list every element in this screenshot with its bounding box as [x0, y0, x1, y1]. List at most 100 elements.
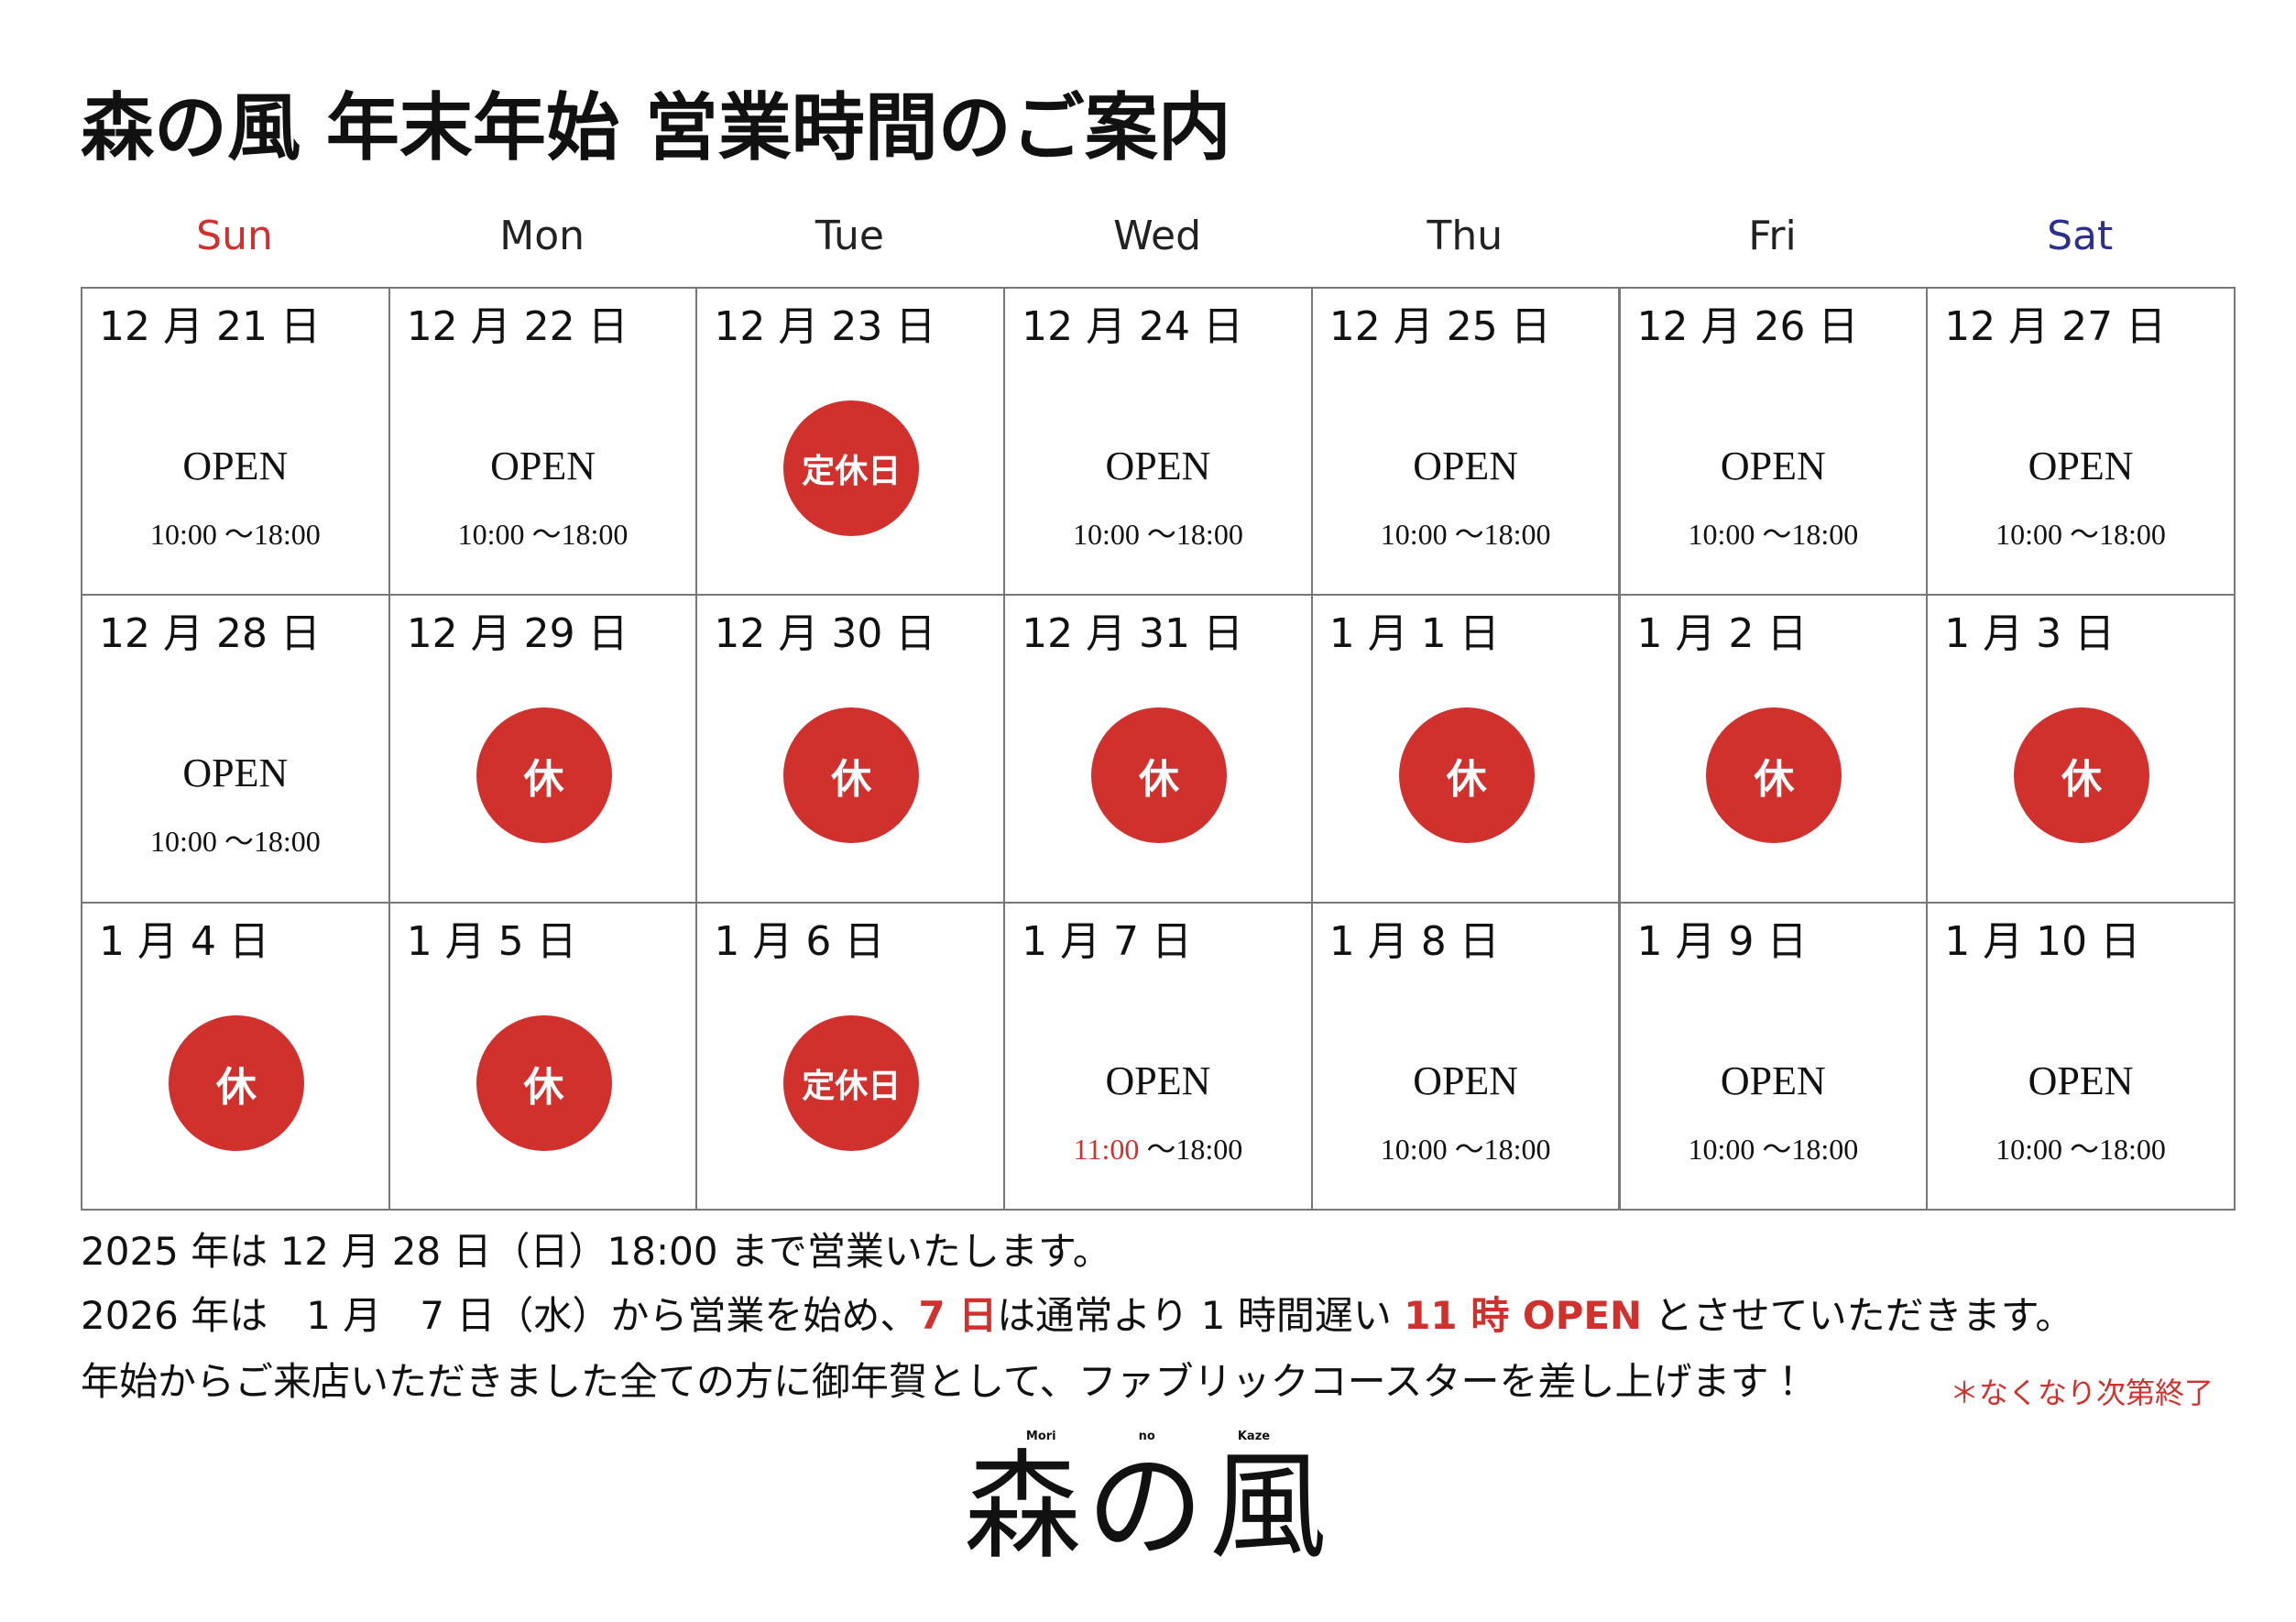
date: 1 月 2 日 — [1636, 610, 1808, 658]
hours-close: ～18:00 — [1454, 1132, 1551, 1166]
status-open: OPEN — [1413, 1058, 1519, 1103]
weekday: Wed — [1113, 213, 1202, 259]
note-aside: ＊なくなり次第終了 — [1950, 1375, 2214, 1410]
date: 1 月 9 日 — [1636, 917, 1808, 965]
hours: 10:00 ～18:00 — [82, 827, 388, 856]
closed-badge: 休 — [783, 707, 920, 844]
hours-close: ～18:00 — [2070, 518, 2166, 551]
hours-close: ～18:00 — [1146, 518, 1243, 551]
note: 年始からご来店いただきました全ての方に御年賀として、ファブリックコースターを差し… — [81, 1363, 1808, 1401]
closed-badge: 定休日 — [783, 1014, 920, 1151]
title: 森の風 年末年始 営業時間のご案内 — [81, 85, 1231, 170]
hours-open: 10:00 — [149, 518, 217, 551]
day-cell: 1 月 9 日 OPEN 10:00 ～18:00 — [1618, 901, 1929, 1211]
status-open: OPEN — [1105, 444, 1211, 488]
hours-open: 10:00 — [1380, 1132, 1448, 1166]
date: 12 月 26 日 — [1636, 303, 1859, 350]
day-cell: 1 月 6 日定休日 — [695, 901, 1006, 1211]
hours-open: 10:00 — [149, 825, 217, 859]
day-cell: 12 月 31 日休 — [1003, 594, 1313, 904]
romaji: no — [1138, 1430, 1155, 1443]
note-text: 11 時 OPEN — [1404, 1293, 1643, 1338]
date: 1 月 7 日 — [1022, 917, 1193, 965]
hours-close: ～18:00 — [1762, 518, 1859, 551]
date: 12 月 22 日 — [406, 303, 629, 350]
hours: 10:00 ～18:00 — [1313, 1134, 1619, 1164]
hours: 10:00 ～18:00 — [1928, 1134, 2234, 1164]
date: 1 月 3 日 — [1944, 610, 2116, 658]
day-cell: 12 月 24 日 OPEN 10:00 ～18:00 — [1003, 287, 1313, 597]
day-cell: 12 月 28 日 OPEN 10:00 ～18:00 — [81, 594, 390, 904]
hours-close: ～18:00 — [531, 518, 629, 551]
day-cell: 12 月 25 日 OPEN 10:00 ～18:00 — [1310, 287, 1621, 597]
hours: 10:00 ～18:00 — [1005, 520, 1311, 549]
day-cell: 12 月 26 日 OPEN 10:00 ～18:00 — [1618, 287, 1929, 597]
status-open: OPEN — [1720, 444, 1826, 488]
hours-close: ～18:00 — [1762, 1132, 1859, 1166]
hours-close: ～18:00 — [224, 518, 321, 551]
date: 12 月 25 日 — [1328, 303, 1551, 350]
status-open: OPEN — [490, 444, 596, 488]
weekday: Mon — [499, 213, 585, 259]
date: 1 月 10 日 — [1944, 917, 2141, 965]
note-text: 年始からご来店いただきました全ての方に御年賀として、ファブリックコースターを差し… — [81, 1359, 1808, 1404]
logo: Mori no Kaze 森の風 — [0, 1430, 2296, 1573]
weekday: Thu — [1427, 213, 1503, 259]
closed-badge: 休 — [1398, 707, 1535, 844]
weekday: Fri — [1748, 213, 1797, 259]
closed-badge: 定休日 — [783, 400, 920, 536]
hours-open: 10:00 — [457, 518, 525, 551]
day-cell: 12 月 23 日定休日 — [695, 287, 1006, 597]
closed-badge: 休 — [168, 1014, 304, 1151]
status-open: OPEN — [1720, 1058, 1826, 1103]
hours: 11:00 ～18:00 — [1005, 1134, 1311, 1164]
closed-badge: 休 — [2014, 707, 2150, 844]
note-text: 2025 年は 12 月 28 日（日）18:00 まで営業いたします。 — [81, 1229, 1111, 1274]
note-text: 2026 年は 1 月 7 日（水）から営業を始め、 — [81, 1293, 919, 1338]
romaji: Kaze — [1237, 1430, 1271, 1443]
date: 12 月 24 日 — [1022, 303, 1244, 350]
date: 12 月 28 日 — [99, 610, 321, 658]
hours-close: ～18:00 — [224, 825, 321, 859]
date: 12 月 30 日 — [714, 610, 936, 658]
closed-badge: 休 — [1090, 707, 1227, 844]
status-open: OPEN — [2028, 1058, 2134, 1103]
note: 2025 年は 12 月 28 日（日）18:00 まで営業いたします。 — [81, 1233, 1111, 1271]
status-open: OPEN — [1105, 1058, 1211, 1103]
closed-badge: 休 — [1706, 707, 1842, 844]
hours: 10:00 ～18:00 — [1928, 520, 2234, 549]
day-cell: 12 月 27 日 OPEN 10:00 ～18:00 — [1926, 287, 2236, 597]
note: 2026 年は 1 月 7 日（水）から営業を始め、7 日は通常より 1 時間遅… — [81, 1297, 2073, 1335]
day-cell: 12 月 30 日休 — [695, 594, 1006, 904]
hours-open: 10:00 — [1688, 1132, 1755, 1166]
date: 12 月 29 日 — [406, 610, 629, 658]
date: 12 月 27 日 — [1944, 303, 2167, 350]
day-cell: 1 月 1 日休 — [1310, 594, 1621, 904]
day-cell: 1 月 3 日休 — [1926, 594, 2236, 904]
closed-badge: 休 — [476, 707, 612, 844]
day-cell: 12 月 29 日休 — [388, 594, 698, 904]
note-text: 7 日 — [918, 1293, 998, 1338]
hours-open: 10:00 — [1995, 1132, 2063, 1166]
hours-close: ～18:00 — [1454, 518, 1551, 551]
day-cell: 1 月 10 日 OPEN 10:00 ～18:00 — [1926, 901, 2236, 1211]
hours: 10:00 ～18:00 — [1621, 520, 1927, 549]
day-cell: 12 月 21 日 OPEN 10:00 ～18:00 — [81, 287, 390, 597]
closed-badge: 休 — [476, 1014, 612, 1151]
hours: 10:00 ～18:00 — [390, 520, 696, 549]
day-cell: 1 月 4 日休 — [81, 901, 390, 1211]
date: 1 月 4 日 — [99, 917, 269, 965]
date: 12 月 31 日 — [1022, 610, 1244, 658]
status-open: OPEN — [182, 444, 289, 488]
hours-open: 10:00 — [1073, 518, 1140, 551]
weekday: Sun — [196, 213, 273, 259]
romaji: Mori — [1025, 1430, 1056, 1443]
hours: 10:00 ～18:00 — [1621, 1134, 1927, 1164]
hours-close: ～18:00 — [2070, 1132, 2166, 1166]
day-cell: 1 月 2 日休 — [1618, 594, 1929, 904]
hours-open: 10:00 — [1380, 518, 1448, 551]
status-open: OPEN — [1413, 444, 1519, 488]
day-cell: 12 月 22 日 OPEN 10:00 ～18:00 — [388, 287, 698, 597]
hours: 10:00 ～18:00 — [82, 520, 388, 549]
